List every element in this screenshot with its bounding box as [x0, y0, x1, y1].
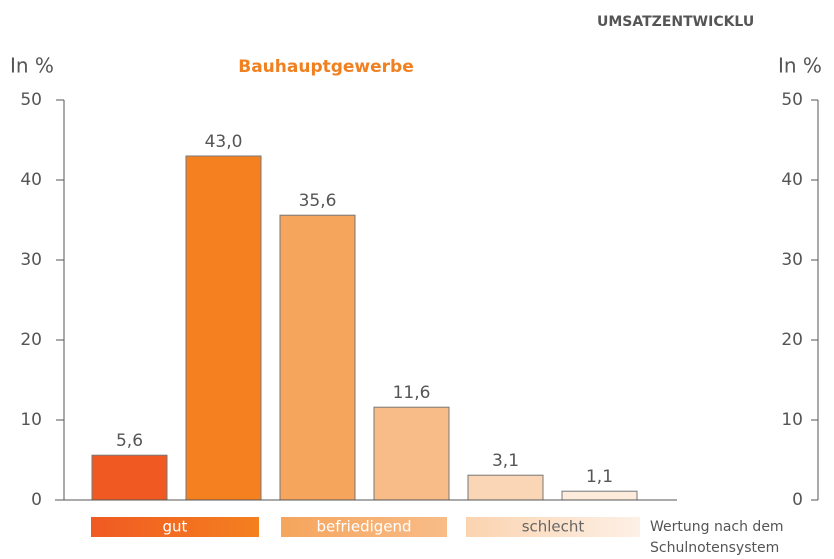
right-y-tick-label: 50 [781, 90, 803, 110]
bar [185, 155, 262, 501]
value-label: 11,6 [393, 383, 431, 403]
right-y-tick-label: 10 [781, 410, 803, 430]
bar [373, 406, 450, 501]
y-tick-label: 40 [20, 170, 42, 190]
y-tick-label: 10 [20, 410, 42, 430]
y-tick-label: 30 [20, 250, 42, 270]
right-y-tick-label: 40 [781, 170, 803, 190]
value-label: 43,0 [205, 132, 243, 152]
right-y-tick-label: 30 [781, 250, 803, 270]
bar [279, 214, 356, 501]
rating-note: Wertung nach dem [650, 519, 784, 535]
y-tick-label: 20 [20, 330, 42, 350]
value-label: 5,6 [116, 431, 143, 451]
rating-band [466, 517, 640, 537]
right-y-tick-label: 0 [792, 490, 803, 510]
y-tick-label: 0 [31, 490, 42, 510]
rating-label: gut [163, 518, 188, 536]
bar [561, 490, 638, 501]
value-label: 1,1 [586, 467, 613, 487]
value-label: 35,6 [299, 191, 337, 211]
right-y-tick-label: 20 [781, 330, 803, 350]
value-label: 3,1 [492, 451, 519, 471]
right-y-axis-label: In % [778, 54, 822, 78]
header: UMSATZENTWICKLU [597, 14, 754, 30]
y-axis-label: In % [10, 54, 54, 78]
bar [91, 454, 168, 501]
bar [467, 474, 544, 501]
rating-label: schlecht [522, 518, 585, 536]
chart-title: Bauhauptgewerbe [238, 57, 414, 77]
rating-label: befriedigend [316, 518, 411, 536]
rating-band [91, 517, 259, 537]
y-tick-label: 50 [20, 90, 42, 110]
rating-band [281, 517, 447, 537]
rating-note: Schulnotensystem [650, 540, 779, 556]
